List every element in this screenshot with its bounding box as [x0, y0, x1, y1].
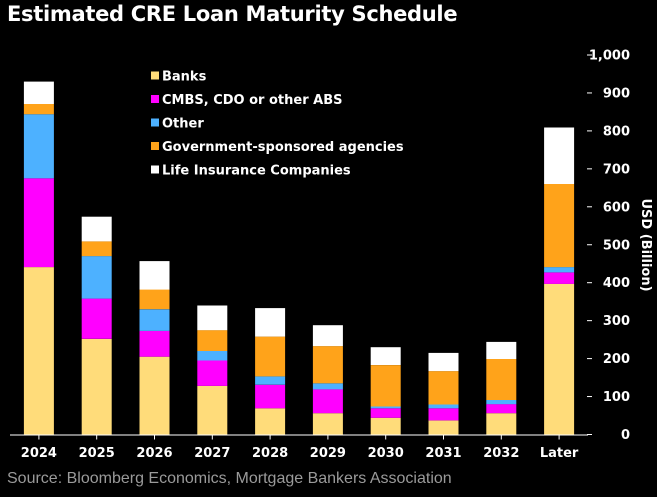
- y-tick-label: 600: [603, 200, 630, 215]
- y-tick-label: 200: [603, 352, 630, 367]
- legend-label: Banks: [162, 70, 207, 85]
- bar-segment-later-banks: [544, 283, 575, 435]
- bar-segment-2027-government-sponsored-agencies: [197, 330, 228, 351]
- y-tick-label: 400: [603, 276, 630, 291]
- legend-label: Other: [162, 117, 204, 132]
- bar-segment-2026-life-insurance-companies: [139, 261, 170, 290]
- x-tick-label: 2028: [252, 446, 288, 461]
- bar-segment-2030-government-sponsored-agencies: [370, 365, 401, 407]
- bar-segment-2026-other: [139, 309, 170, 331]
- bar-segment-2025-banks: [81, 338, 112, 435]
- y-tick-label: 900: [603, 86, 630, 101]
- bar-segment-2031-other: [428, 404, 459, 409]
- bar-segment-2031-banks: [428, 420, 459, 435]
- bar-segment-2032-cmbs-cdo-or-other-abs: [486, 404, 517, 414]
- y-tick-label: 800: [603, 124, 630, 139]
- legend-swatch: [151, 118, 159, 127]
- x-tick-label: 2026: [136, 446, 172, 461]
- bar-segment-2024-government-sponsored-agencies: [23, 104, 54, 115]
- bar-segment-2029-cmbs-cdo-or-other-abs: [312, 389, 343, 414]
- bar-segment-2027-life-insurance-companies: [197, 305, 228, 331]
- x-axis: 2024 2025 2026 2027 2028 2029 2030 2031 2032 Late…: [10, 434, 588, 461]
- y-tick-label: 1,000: [589, 49, 630, 64]
- bar-segment-2032-other: [486, 400, 517, 405]
- x-tick-label: 2030: [368, 446, 404, 461]
- y-tick-label: 500: [603, 238, 630, 253]
- bar-segment-2026-cmbs-cdo-or-other-abs: [139, 330, 170, 357]
- bar-segment-2024-cmbs-cdo-or-other-abs: [23, 178, 54, 268]
- bar-segment-2028-life-insurance-companies: [255, 308, 286, 337]
- x-tick-label: Later: [540, 446, 579, 461]
- source-note: Source: Bloomberg Economics, Mortgage Ba…: [7, 470, 452, 487]
- bars-layer: [23, 81, 575, 435]
- legend-swatch: [151, 142, 159, 150]
- bar-segment-2032-banks: [486, 413, 517, 435]
- bar-segment-2032-life-insurance-companies: [486, 341, 517, 359]
- bar-segment-2029-government-sponsored-agencies: [312, 346, 343, 384]
- bar-segment-2031-cmbs-cdo-or-other-abs: [428, 408, 459, 421]
- y-tick-label: 100: [603, 390, 630, 405]
- y-tick-label: 0: [621, 428, 630, 443]
- x-tick-label: 2032: [483, 446, 519, 461]
- bar-segment-2024-life-insurance-companies: [23, 81, 54, 104]
- x-tick-label: 2025: [79, 446, 115, 461]
- chart-title: Estimated CRE Loan Maturity Schedule: [7, 2, 458, 26]
- legend-label: CMBS, CDO or other ABS: [162, 93, 342, 108]
- bar-segment-later-government-sponsored-agencies: [544, 184, 575, 268]
- y-tick-label: 300: [603, 314, 630, 329]
- bar-segment-2028-government-sponsored-agencies: [255, 336, 286, 377]
- bar-segment-2028-cmbs-cdo-or-other-abs: [255, 384, 286, 409]
- x-tick-label: 2024: [21, 446, 57, 461]
- x-tick-label: 2031: [425, 446, 461, 461]
- bar-segment-2024-other: [23, 114, 54, 179]
- bar-segment-2032-government-sponsored-agencies: [486, 359, 517, 400]
- bar-segment-2031-government-sponsored-agencies: [428, 371, 459, 405]
- legend-swatch: [151, 71, 159, 80]
- legend-swatch: [151, 95, 159, 103]
- bar-segment-2029-life-insurance-companies: [312, 325, 343, 347]
- bar-segment-2026-government-sponsored-agencies: [139, 289, 170, 310]
- bar-segment-2028-other: [255, 376, 286, 385]
- bar-segment-2029-banks: [312, 413, 343, 435]
- bar-segment-2029-other: [312, 383, 343, 390]
- bar-segment-2030-cmbs-cdo-or-other-abs: [370, 408, 401, 418]
- bar-segment-2024-banks: [23, 267, 54, 435]
- y-axis-title: USD (Billion): [638, 198, 653, 291]
- legend: Banks CMBS, CDO or other ABS Other Governme…: [151, 70, 404, 179]
- bar-segment-2030-life-insurance-companies: [370, 347, 401, 365]
- bar-segment-2025-cmbs-cdo-or-other-abs: [81, 298, 112, 339]
- bar-segment-2027-cmbs-cdo-or-other-abs: [197, 360, 228, 386]
- bar-segment-2030-banks: [370, 417, 401, 435]
- bar-segment-later-life-insurance-companies: [544, 127, 575, 184]
- bar-segment-2030-other: [370, 406, 401, 409]
- legend-label: Government-sponsored agencies: [162, 140, 404, 155]
- y-tick-label: 700: [603, 162, 630, 177]
- x-tick-label: 2029: [310, 446, 346, 461]
- bar-segment-2027-other: [197, 351, 228, 361]
- bar-segment-2031-life-insurance-companies: [428, 352, 459, 372]
- bar-segment-2026-banks: [139, 356, 170, 435]
- bar-segment-later-cmbs-cdo-or-other-abs: [544, 272, 575, 284]
- bar-segment-2027-banks: [197, 385, 228, 435]
- bar-segment-later-other: [544, 267, 575, 273]
- legend-label: Life Insurance Companies: [162, 164, 351, 179]
- bar-segment-2025-life-insurance-companies: [81, 216, 112, 242]
- y-axis: 0 100 200 300 400 500 600 700 800 900 1,000 USD (Bi…: [587, 49, 653, 443]
- bar-segment-2025-government-sponsored-agencies: [81, 241, 112, 257]
- x-tick-label: 2027: [194, 446, 230, 461]
- bar-segment-2028-banks: [255, 408, 286, 435]
- legend-swatch: [151, 165, 159, 174]
- bar-segment-2025-other: [81, 256, 112, 299]
